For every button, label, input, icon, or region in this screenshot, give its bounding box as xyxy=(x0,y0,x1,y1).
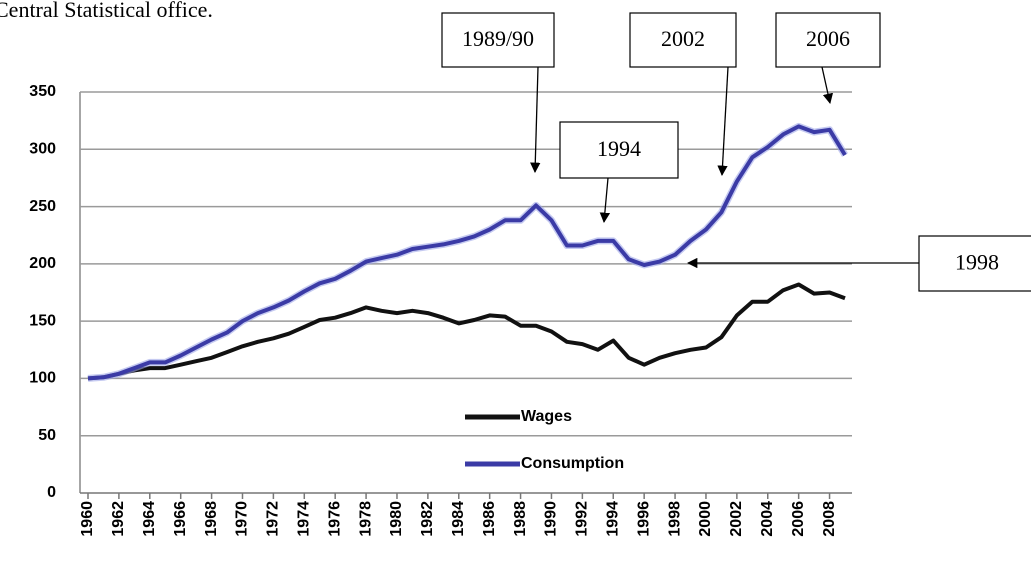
annotation-box xyxy=(918,235,1031,292)
y-tick-label: 0 xyxy=(47,484,56,501)
annotation-text: 1994 xyxy=(597,136,641,161)
x-tick-label: 2002 xyxy=(728,501,745,537)
series-line xyxy=(87,282,846,381)
x-tick-label: 2006 xyxy=(790,501,807,537)
x-tick-label: 1976 xyxy=(326,501,343,537)
y-tick-label: 350 xyxy=(29,83,56,100)
x-tick-label: 1990 xyxy=(543,501,560,537)
annotation-text: 2002 xyxy=(661,26,705,51)
x-tick-label: 1998 xyxy=(666,501,683,537)
y-tick-label: 150 xyxy=(29,312,56,329)
annotation-arrow xyxy=(821,66,834,105)
source-note: Central Statistical office. xyxy=(0,0,213,22)
x-tick-label: 1968 xyxy=(203,501,220,537)
annotation-text: 2006 xyxy=(806,26,850,51)
x-tick-label: 1996 xyxy=(635,501,652,537)
x-tick-label: 1966 xyxy=(172,501,189,537)
y-tick-label: 50 xyxy=(38,427,56,444)
annotation-box xyxy=(629,12,737,68)
legend-label: Consumption xyxy=(521,455,624,472)
series-glow xyxy=(87,122,848,382)
y-tick-label: 200 xyxy=(29,255,56,272)
x-tick-label: 1974 xyxy=(296,501,313,537)
annotation-box xyxy=(441,12,555,68)
x-tick-label: 2000 xyxy=(697,501,714,537)
legend-label: Wages xyxy=(521,408,572,425)
x-tick-label: 1994 xyxy=(604,501,621,537)
annotation-text: 1998 xyxy=(955,250,999,275)
x-tick-label: 1970 xyxy=(234,501,251,537)
x-tick-label: 1982 xyxy=(419,501,436,537)
x-tick-label: 1986 xyxy=(481,501,498,537)
x-tick-label: 1980 xyxy=(388,501,405,537)
x-tick-label: 1988 xyxy=(512,501,529,537)
x-tick-label: 2004 xyxy=(759,501,776,537)
annotation-arrow xyxy=(599,177,611,224)
annotation-arrow xyxy=(530,66,541,174)
x-tick-label: 2008 xyxy=(821,501,838,537)
x-tick-label: 1992 xyxy=(574,501,591,537)
x-tick-label: 1972 xyxy=(265,501,282,537)
y-tick-label: 100 xyxy=(29,370,56,387)
x-tick-label: 1964 xyxy=(141,501,158,537)
annotation-arrow xyxy=(717,66,729,177)
annotation-box xyxy=(775,12,881,68)
y-tick-label: 300 xyxy=(29,141,56,158)
annotation-box xyxy=(559,121,679,179)
series-line xyxy=(87,124,847,381)
x-tick-label: 1960 xyxy=(79,501,96,537)
x-tick-label: 1984 xyxy=(450,501,467,537)
annotation-text: 1989/90 xyxy=(462,26,534,51)
x-tick-label: 1978 xyxy=(357,501,374,537)
y-tick-label: 250 xyxy=(29,198,56,215)
x-tick-label: 1962 xyxy=(110,501,127,537)
